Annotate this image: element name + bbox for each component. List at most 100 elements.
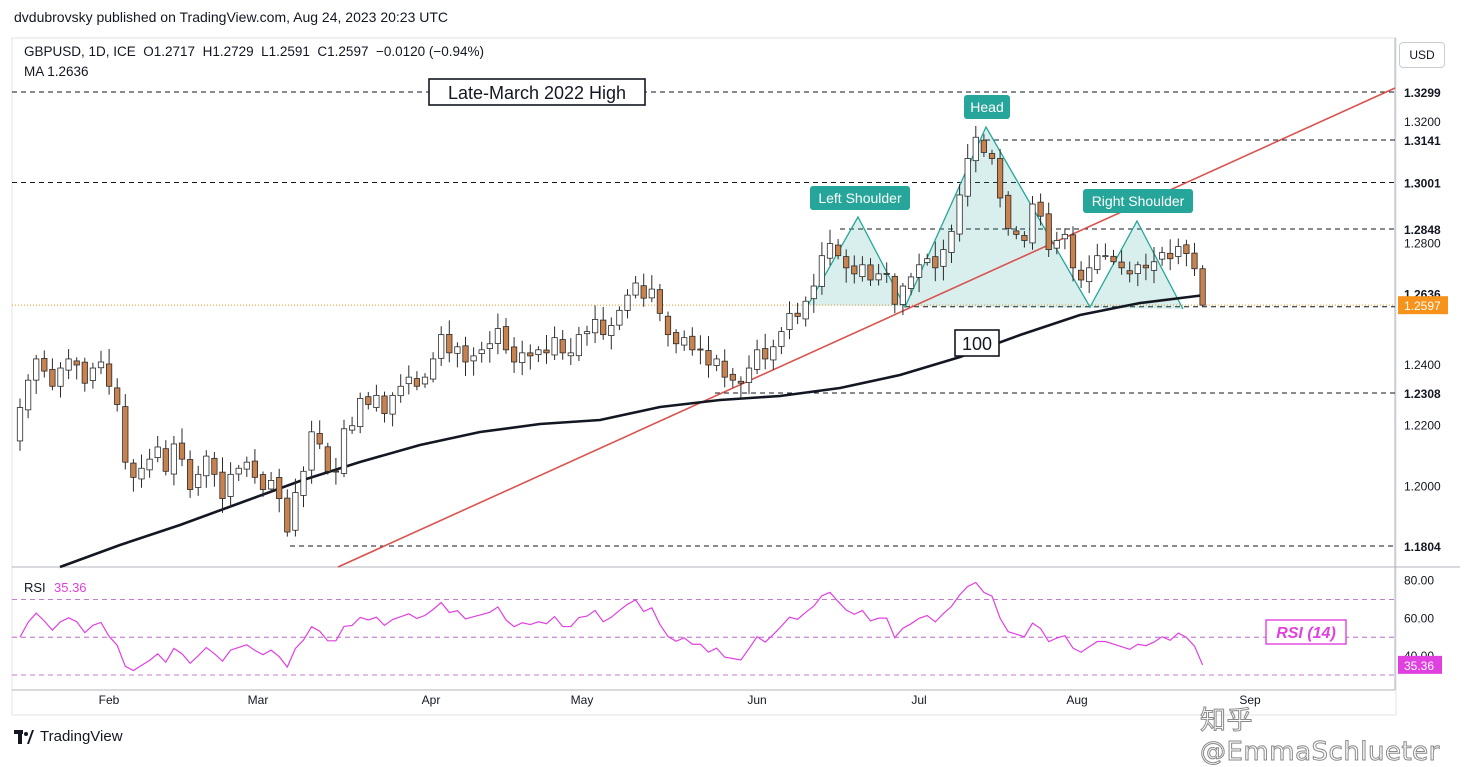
candle-body <box>997 158 1004 199</box>
candle-body <box>907 276 915 289</box>
candle-body <box>624 294 631 311</box>
candle-body <box>89 367 96 381</box>
candle-body <box>851 265 858 275</box>
candle-body <box>340 428 348 474</box>
level-badge <box>1398 383 1448 402</box>
candle-body <box>802 300 809 320</box>
time-tick-label: Mar <box>248 693 269 707</box>
candle-body <box>1167 252 1174 260</box>
candle-body <box>170 443 177 475</box>
candle-body <box>1005 194 1012 229</box>
time-tick-label: May <box>571 693 594 707</box>
candle-body <box>1013 230 1020 235</box>
candle-body <box>154 446 161 458</box>
candle-body <box>689 335 696 351</box>
candle-body <box>745 367 753 383</box>
candle-body <box>49 368 56 387</box>
rsi-tick-label: 80.00 <box>1404 573 1434 587</box>
candle-body <box>810 285 817 300</box>
pattern-fill <box>808 127 1183 309</box>
candle-body <box>835 244 842 257</box>
time-tick-label: Jun <box>747 693 766 707</box>
price-tick-label: 1.3200 <box>1404 115 1441 129</box>
candle-body <box>988 153 996 159</box>
candle-body <box>681 337 688 346</box>
head-label: Head <box>970 99 1003 115</box>
candle-body <box>1183 244 1190 254</box>
candle-body <box>1061 234 1068 240</box>
candle-body <box>980 139 988 153</box>
currency-button[interactable]: USD <box>1399 42 1445 68</box>
price-tick-label: 1.2200 <box>1404 419 1441 433</box>
candle-body <box>729 373 736 381</box>
candle-body <box>616 309 623 326</box>
candle-body <box>16 407 24 442</box>
candle-body <box>713 358 720 366</box>
candle-body <box>227 473 234 497</box>
candle-body <box>1150 261 1158 271</box>
level-badge-label: 1.2308 <box>1404 387 1441 401</box>
candle-body <box>754 349 761 370</box>
candle-body <box>178 442 186 460</box>
pattern-outline <box>807 125 1184 310</box>
candle-body <box>972 136 979 162</box>
candle-body <box>1078 269 1085 281</box>
candle-body <box>818 255 826 287</box>
candle-body <box>867 264 874 281</box>
level-badge-label: 1.1804 <box>1404 540 1441 554</box>
ma-100-line <box>59 293 1206 569</box>
candle-body <box>721 360 728 378</box>
candle-body <box>73 360 80 366</box>
rising-trendline <box>337 87 1396 568</box>
candle-body <box>397 385 404 397</box>
ma-100-label: 100 <box>962 334 992 354</box>
candle-body <box>948 230 955 253</box>
candle-body <box>122 406 129 463</box>
ma-100-box <box>954 329 1000 357</box>
candle-body <box>1102 255 1109 258</box>
current-price-label: 1.2597 <box>1404 299 1441 313</box>
candle-body <box>332 470 340 473</box>
candle-body <box>502 326 510 351</box>
tradingview-logo[interactable]: TradingView <box>14 728 123 745</box>
candle-body <box>1086 267 1093 283</box>
candle-body <box>770 346 777 361</box>
late-march-high-box <box>428 78 646 106</box>
candle-body <box>1110 255 1117 263</box>
time-tick-label: Sep <box>1239 693 1261 707</box>
time-tick-label: Aug <box>1066 693 1087 707</box>
candle-body <box>251 460 258 478</box>
candle-body <box>470 355 477 362</box>
candle-body <box>673 332 680 345</box>
level-badge <box>1398 537 1448 555</box>
candle-body <box>778 331 785 347</box>
candle-body <box>1029 203 1036 244</box>
candle-body <box>365 396 372 405</box>
rsi-value: 35.36 <box>54 580 87 595</box>
candle-body <box>438 334 445 359</box>
candle-body <box>875 273 882 281</box>
right-shoulder-label: Right Shoulder <box>1092 193 1185 209</box>
ma-legend: MA 1.2636 <box>24 64 89 79</box>
chart-frame <box>11 37 1397 716</box>
candle-body <box>632 282 639 296</box>
candle-body <box>535 349 542 355</box>
late-march-high-label: Late-March 2022 High <box>448 83 626 103</box>
symbol-legend: GBPUSD, 1D, ICE O1.2717 H1.2729 L1.2591 … <box>24 44 485 59</box>
candle-body <box>527 352 534 357</box>
candle-body <box>559 339 566 354</box>
candle-body <box>648 288 655 299</box>
candle-body <box>276 477 283 500</box>
candle-body <box>956 194 963 235</box>
candle-body <box>1175 246 1182 257</box>
candle-body <box>1037 201 1044 217</box>
candle-body <box>405 376 412 385</box>
candle-body <box>940 249 947 267</box>
time-tick-label: Apr <box>422 693 441 707</box>
time-tick-label: Jul <box>911 693 926 707</box>
candle-body <box>608 325 615 336</box>
candle-body <box>786 312 793 331</box>
price-tick-label: 1.2800 <box>1404 237 1441 251</box>
tradingview-icon <box>14 729 34 744</box>
